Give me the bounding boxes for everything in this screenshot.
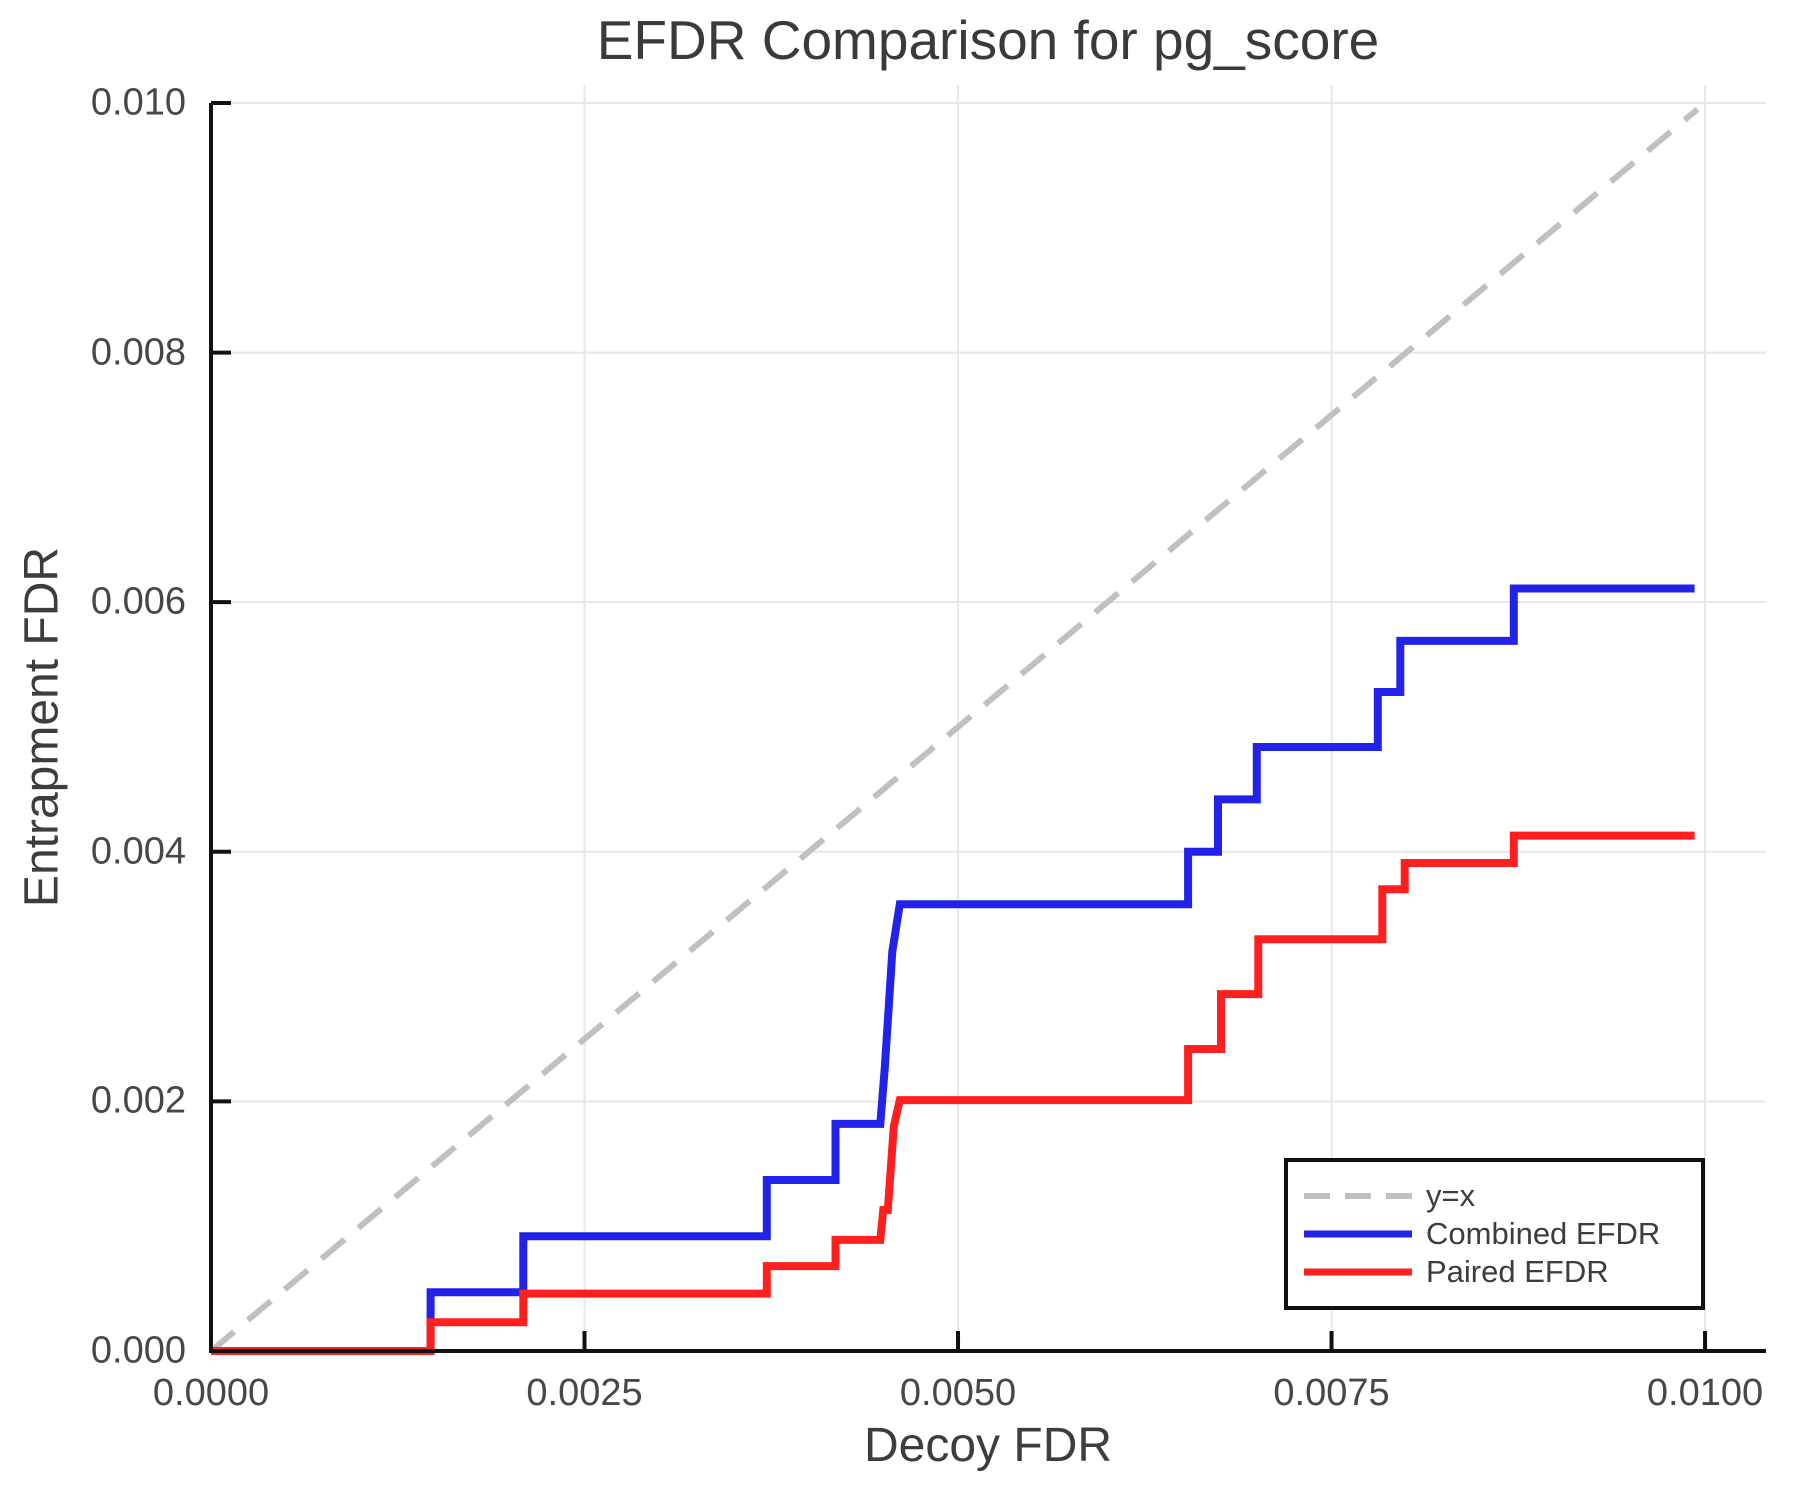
combined-efdr-line-sample [1304,1230,1412,1238]
y-tick-label: 0.008 [90,331,186,374]
legend-item-combined-efdr: Combined EFDR [1302,1215,1701,1253]
paired-efdr-line-sample [1304,1268,1412,1276]
legend: y=x Combined EFDR Paired EFDR [1284,1158,1705,1310]
legend-label-paired-efdr: Paired EFDR [1426,1254,1609,1289]
x-tick-label: 0.0025 [526,1372,643,1414]
paired-efdr-line [211,831,1695,1355]
y-tick-label: 0.006 [90,580,186,623]
x-tick-label: 0.0075 [1273,1372,1390,1414]
legend-item-identity: y=x [1302,1177,1701,1215]
identity-line-sample [1304,1193,1412,1199]
legend-label-combined-efdr: Combined EFDR [1426,1216,1661,1251]
x-tick-label: 0.0000 [152,1372,270,1414]
y-tick-label: 0.002 [90,1079,186,1122]
identity-line [209,106,1700,1354]
x-tick-label: 0.0050 [899,1372,1017,1414]
combined-efdr-line [211,584,1695,1355]
legend-label-identity: y=x [1426,1178,1476,1213]
x-axis-label: Decoy FDR [863,1419,1113,1472]
chart-title: EFDR Comparison for pg_score [596,9,1380,71]
legend-item-paired-efdr: Paired EFDR [1302,1253,1701,1291]
y-tick-label: 0.000 [90,1329,186,1372]
x-tick-label: 0.0100 [1646,1372,1764,1414]
y-tick-label: 0.010 [90,81,186,124]
y-tick-label: 0.004 [90,830,186,873]
